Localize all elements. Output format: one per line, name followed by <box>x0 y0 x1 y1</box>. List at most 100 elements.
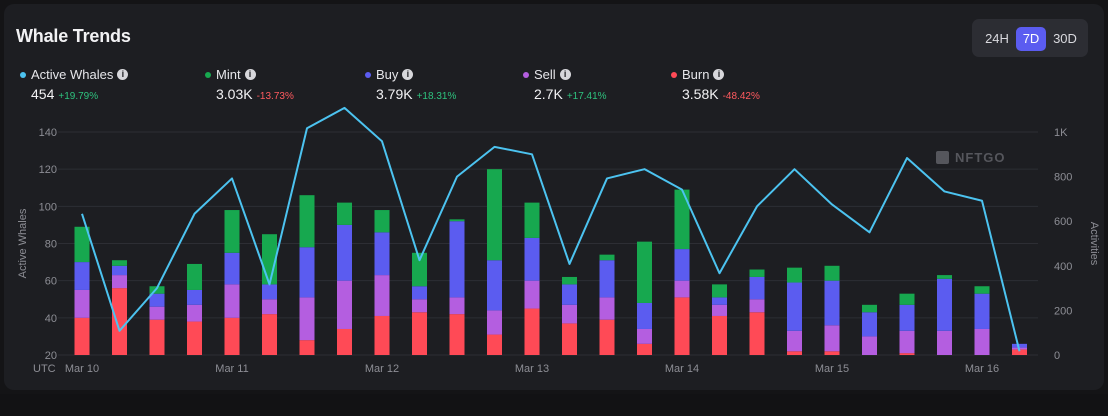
bar-burn-11[interactable] <box>487 334 502 355</box>
bar-burn-22[interactable] <box>899 353 915 355</box>
bar-sell-21[interactable] <box>862 336 877 355</box>
bar-sell-12[interactable] <box>524 280 540 309</box>
bar-sell-0[interactable] <box>74 289 90 318</box>
bar-buy-1[interactable] <box>112 265 127 276</box>
bar-mint-21[interactable] <box>862 304 877 313</box>
bar-sell-18[interactable] <box>749 299 765 313</box>
bar-buy-0[interactable] <box>74 262 90 290</box>
bar-sell-10[interactable] <box>449 297 465 315</box>
bar-buy-13[interactable] <box>562 284 577 305</box>
bar-burn-16[interactable] <box>674 297 690 355</box>
legend-mint[interactable]: Mint i 3.03K -13.73% <box>205 67 294 104</box>
bar-mint-23[interactable] <box>937 275 952 279</box>
bar-sell-4[interactable] <box>224 284 240 318</box>
info-icon[interactable]: i <box>713 69 725 80</box>
bar-mint-19[interactable] <box>787 267 802 283</box>
bar-burn-20[interactable] <box>824 351 840 355</box>
bar-buy-4[interactable] <box>224 252 240 285</box>
legend-sell[interactable]: Sell i 2.7K +17.41% <box>523 67 607 104</box>
bar-mint-1[interactable] <box>112 260 127 266</box>
bar-buy-5[interactable] <box>262 284 277 300</box>
bar-burn-13[interactable] <box>562 323 577 355</box>
bar-buy-11[interactable] <box>487 260 502 311</box>
bar-burn-2[interactable] <box>149 319 165 355</box>
bar-sell-9[interactable] <box>412 299 427 313</box>
legend-active-whales[interactable]: Active Whales i 454 +19.79% <box>20 67 129 104</box>
range-24h-button[interactable]: 24H <box>985 31 1009 46</box>
bar-buy-19[interactable] <box>787 282 802 331</box>
bar-burn-5[interactable] <box>262 314 277 355</box>
bar-buy-10[interactable] <box>449 221 465 298</box>
bar-sell-8[interactable] <box>374 275 390 316</box>
bar-burn-18[interactable] <box>749 312 765 355</box>
bar-burn-25[interactable] <box>1012 349 1027 355</box>
bar-mint-22[interactable] <box>899 293 915 305</box>
bar-burn-6[interactable] <box>299 340 315 355</box>
bar-sell-22[interactable] <box>899 330 915 354</box>
bar-buy-21[interactable] <box>862 312 877 337</box>
legend-buy[interactable]: Buy i 3.79K +18.31% <box>365 67 456 104</box>
bar-burn-19[interactable] <box>787 351 802 355</box>
bar-mint-16[interactable] <box>674 189 690 250</box>
bar-mint-18[interactable] <box>749 269 765 277</box>
bar-burn-0[interactable] <box>74 317 90 355</box>
bar-sell-13[interactable] <box>562 304 577 324</box>
bar-sell-3[interactable] <box>187 304 202 322</box>
info-icon[interactable]: i <box>117 69 129 80</box>
bar-burn-3[interactable] <box>187 321 202 355</box>
bar-mint-2[interactable] <box>149 286 165 294</box>
bar-mint-3[interactable] <box>187 263 202 290</box>
bar-mint-17[interactable] <box>712 284 727 298</box>
bar-sell-23[interactable] <box>937 330 952 355</box>
bar-buy-7[interactable] <box>337 224 352 281</box>
bar-mint-0[interactable] <box>74 226 90 263</box>
bar-sell-14[interactable] <box>599 297 615 320</box>
bar-mint-20[interactable] <box>824 265 840 281</box>
range-7d-button[interactable]: 7D <box>1016 27 1046 51</box>
bar-mint-11[interactable] <box>487 169 502 261</box>
bar-buy-2[interactable] <box>149 293 165 307</box>
bar-buy-3[interactable] <box>187 289 202 305</box>
bar-burn-9[interactable] <box>412 312 427 355</box>
bar-buy-15[interactable] <box>637 302 652 329</box>
bar-sell-19[interactable] <box>787 330 802 352</box>
bar-sell-1[interactable] <box>112 275 127 289</box>
bar-buy-14[interactable] <box>599 260 615 298</box>
bar-sell-20[interactable] <box>824 325 840 352</box>
bar-buy-20[interactable] <box>824 280 840 326</box>
bar-buy-12[interactable] <box>524 237 540 281</box>
bar-sell-7[interactable] <box>337 280 352 329</box>
legend-burn[interactable]: Burn i 3.58K -48.42% <box>671 67 760 104</box>
bar-mint-4[interactable] <box>224 210 240 253</box>
bar-burn-8[interactable] <box>374 315 390 355</box>
bar-mint-24[interactable] <box>974 286 990 294</box>
bar-sell-15[interactable] <box>637 328 652 344</box>
bar-buy-9[interactable] <box>412 286 427 300</box>
bar-buy-16[interactable] <box>674 249 690 281</box>
bar-mint-10[interactable] <box>449 219 465 222</box>
bar-buy-22[interactable] <box>899 304 915 331</box>
bar-mint-7[interactable] <box>337 202 352 225</box>
bar-burn-4[interactable] <box>224 317 240 355</box>
bar-burn-12[interactable] <box>524 308 540 355</box>
info-icon[interactable]: i <box>402 69 414 80</box>
bar-sell-17[interactable] <box>712 304 727 316</box>
bar-mint-13[interactable] <box>562 276 577 285</box>
bar-mint-8[interactable] <box>374 210 390 233</box>
bar-sell-16[interactable] <box>674 280 690 298</box>
bar-buy-6[interactable] <box>299 247 315 298</box>
bar-mint-9[interactable] <box>412 252 427 287</box>
bar-buy-24[interactable] <box>974 293 990 329</box>
bar-buy-23[interactable] <box>937 278 952 331</box>
bar-burn-10[interactable] <box>449 314 465 355</box>
range-30d-button[interactable]: 30D <box>1053 31 1077 46</box>
bar-buy-17[interactable] <box>712 297 727 305</box>
bar-sell-5[interactable] <box>262 299 277 315</box>
bar-burn-7[interactable] <box>337 328 352 355</box>
bar-burn-1[interactable] <box>112 288 127 355</box>
bar-buy-18[interactable] <box>749 276 765 300</box>
bar-mint-6[interactable] <box>299 195 315 248</box>
info-icon[interactable]: i <box>244 69 256 80</box>
bar-sell-24[interactable] <box>974 328 990 355</box>
bar-buy-8[interactable] <box>374 232 390 276</box>
